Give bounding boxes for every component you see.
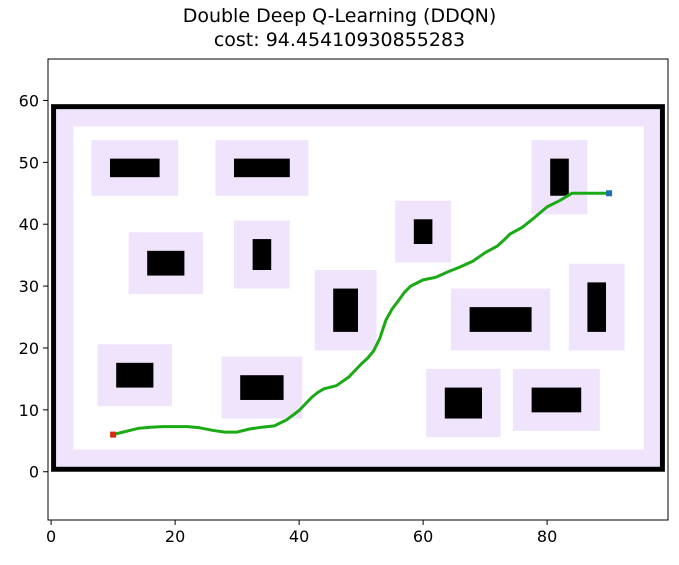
obstacle: [587, 282, 606, 332]
obstacle: [550, 158, 569, 196]
x-tick-label: 80: [537, 527, 557, 546]
x-tick-label: 20: [165, 527, 185, 546]
path-line: [111, 191, 611, 437]
axes-frame: [47, 58, 669, 521]
obstacle: [469, 307, 532, 332]
obstacle: [444, 387, 482, 419]
obstacle: [110, 158, 160, 178]
y-tick-label: 40: [19, 215, 39, 234]
obstacle: [116, 362, 154, 388]
y-tick-label: 20: [19, 339, 39, 358]
obstacle: [147, 250, 185, 276]
x-tick-label: 60: [413, 527, 433, 546]
x-tick-label: 0: [46, 527, 56, 546]
obstacle: [333, 288, 358, 332]
x-tick-label: 40: [289, 527, 309, 546]
obstacle: [240, 375, 284, 400]
y-tick-label: 60: [19, 91, 39, 110]
chart-title: Double Deep Q-Learning (DDQN): [182, 5, 497, 27]
goal-marker: [606, 190, 613, 197]
chart-subtitle: cost: 94.45410930855283: [213, 29, 466, 51]
obstacle: [252, 239, 272, 271]
obstacle: [531, 387, 582, 413]
y-tick-label: 10: [19, 401, 39, 420]
start-marker: [110, 431, 117, 438]
obstacle: [234, 158, 290, 178]
y-tick-label: 30: [19, 277, 39, 296]
y-tick-label: 50: [19, 153, 39, 172]
y-tick-label: 0: [29, 463, 39, 482]
obstacle: [413, 219, 433, 245]
